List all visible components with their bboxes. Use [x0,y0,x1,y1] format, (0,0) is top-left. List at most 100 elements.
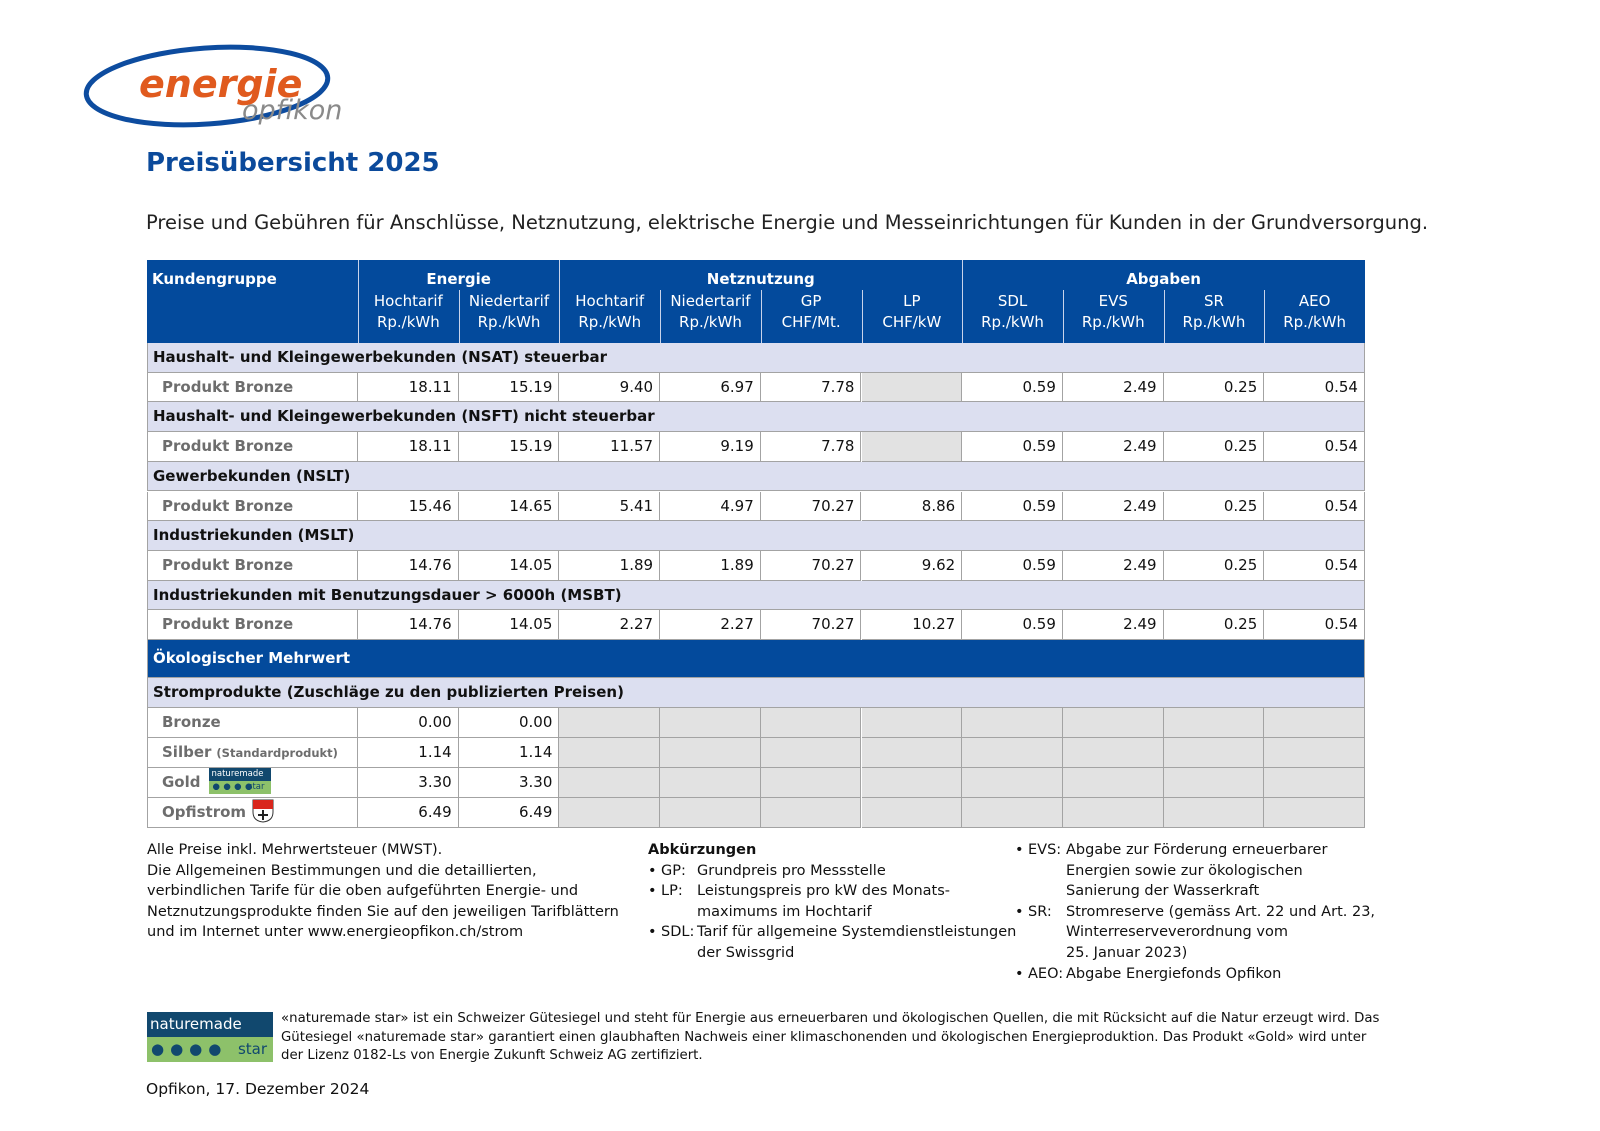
value-cell [760,738,862,768]
eco-title-row: Ökologischer Mehrwert [147,640,1365,678]
value-cell: 70.27 [760,491,862,522]
naturemade-text: der Lizenz 0182-Ls von Energie Zukunft S… [281,1048,703,1063]
abbr-text: Winterreserveverordnung vom [1066,924,1288,941]
value-cell [861,432,963,462]
shield-top [253,800,274,809]
value-cell [962,738,1063,768]
row-label: Silber (Standardprodukt) [147,738,358,768]
value-cell [861,372,963,403]
value-cell [660,798,761,828]
badge-top: naturemade [147,1012,273,1037]
value-cell [660,738,761,768]
column-divider [1163,290,1165,343]
value-cell: 2.49 [1062,610,1164,640]
value-cell: 0.54 [1264,372,1365,403]
value-cell [1163,768,1265,798]
value-cell: 70.27 [760,610,862,640]
column-divider [458,290,460,343]
header-cell: Kundengruppe [152,270,277,288]
badge-bottom: star ●●●● [147,1037,273,1062]
value-cell: 0.54 [1264,432,1365,462]
value-cell [962,708,1063,738]
naturemade-text: «naturemade star» ist ein Schweizer Güte… [281,1011,1380,1026]
abbr-text: maximums im Hochtarif [697,903,872,920]
section-row-title: Industriekunden (MSLT) [153,526,355,545]
value-cell: 15.46 [358,491,459,522]
row-label: Produkt Bronze [147,491,358,522]
value-cell [1062,768,1164,798]
badge-dots: ●●●● [212,782,256,792]
value-cell: 0.59 [962,372,1063,403]
value-cell: 14.05 [458,550,560,581]
abbr: SR: [1028,903,1052,920]
value-cell: 0.00 [358,708,459,738]
value-cell [1163,738,1265,768]
section-row: Gewerbekunden (NSLT) [147,461,1365,492]
table-header [147,260,1365,343]
row-label: Bronze [147,708,358,738]
subtitle: Preise und Gebühren für Anschlüsse, Netz… [146,211,1429,234]
note-line: verbindlichen Tarife für die oben aufgef… [147,883,579,900]
abbr-text: Stromreserve (gemäss Art. 22 und Art. 23… [1066,903,1376,920]
column-divider [1264,290,1266,343]
value-cell: 0.54 [1264,550,1365,581]
badge-dots: ●●●● [151,1040,228,1058]
column-header: SDL [997,292,1028,310]
value-cell: 14.05 [458,610,560,640]
column-header: Niedertarif [670,292,751,310]
value-cell [861,708,963,738]
value-cell [760,708,862,738]
value-cell: 11.57 [559,432,661,462]
column-divider [760,290,762,343]
value-cell: 14.76 [358,550,459,581]
value-cell: 0.54 [1264,610,1365,640]
value-cell: 0.00 [458,708,560,738]
value-cell: 9.40 [559,372,661,403]
value-cell: 2.49 [1062,372,1164,403]
value-cell [1062,798,1164,828]
value-cell [1062,738,1164,768]
value-cell: 0.59 [962,491,1063,522]
eco-title-row-title: Ökologischer Mehrwert [153,649,351,667]
bullet: • [648,862,657,879]
value-cell: 9.62 [861,550,963,581]
value-cell [1264,738,1365,768]
value-cell: 5.41 [559,491,661,522]
title: Preisübersicht 2025 [146,148,440,178]
naturemade-badge: naturemade star ●●●● [147,1012,273,1062]
value-cell: 3.30 [458,768,560,798]
group-divider [559,260,561,343]
note-line: Netznutzungsprodukte finden Sie auf den … [147,903,619,920]
row-label: Produkt Bronze [147,432,358,462]
badge-bottom: star ●●●● [208,781,271,794]
value-cell [1062,708,1164,738]
column-header: Niedertarif [468,292,550,310]
abbr-text: Abgabe Energiefonds Opfikon [1066,965,1282,982]
bullet: • [1015,903,1024,920]
value-cell: 0.25 [1163,550,1265,581]
shield-cross [258,810,269,820]
abbr-text: Abgabe zur Förderung erneuerbarer [1066,842,1328,858]
column-header: AEO [1298,292,1331,310]
abbr-text: Tarif für allgemeine Systemdienstleistun… [697,924,1017,941]
bullet: • [1015,965,1024,982]
value-cell: 1.89 [559,550,661,581]
group-divider [962,260,964,343]
column-divider [1062,290,1064,343]
value-cell: 1.14 [358,738,459,768]
row-label-text: Gold [162,773,201,791]
abbr-text: 25. Januar 2023) [1066,945,1188,961]
abbr-text: Energien sowie zur ökologischen [1066,862,1303,879]
column-unit: Rp./kWh [578,313,642,331]
value-cell [559,738,661,768]
bullet: • [1015,842,1024,858]
abbr: LP: [661,883,683,900]
value-cell: 2.49 [1062,550,1164,581]
value-cell: 6.49 [358,798,459,828]
value-cell: 4.97 [660,491,761,522]
column-unit: Rp./kWh [679,313,742,331]
value-cell: 14.76 [358,610,459,640]
logo: energie opfikon [83,44,342,128]
bullet: • [648,883,657,900]
value-cell [1264,798,1365,828]
